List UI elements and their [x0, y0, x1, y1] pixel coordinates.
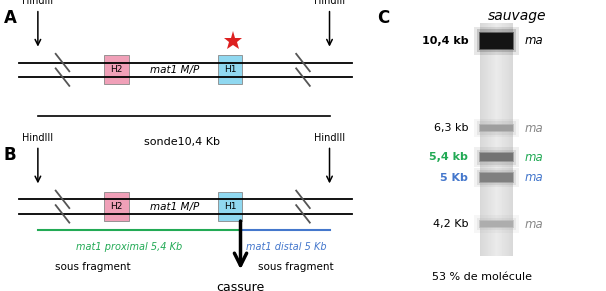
Bar	[480, 33, 513, 49]
Bar	[474, 215, 519, 233]
Bar	[480, 153, 513, 161]
Text: C: C	[378, 9, 390, 27]
Bar	[480, 173, 513, 182]
Bar	[476, 121, 516, 135]
Text: mat1 distal 5 Kb: mat1 distal 5 Kb	[245, 242, 326, 251]
Text: HindIII: HindIII	[314, 0, 345, 6]
Bar	[476, 150, 516, 165]
Text: HindIII: HindIII	[314, 133, 345, 143]
Bar	[104, 55, 129, 84]
Text: mat1 M/P: mat1 M/P	[150, 202, 199, 212]
Text: 5,4 kb: 5,4 kb	[430, 152, 468, 162]
Text: H1: H1	[224, 202, 236, 211]
Bar	[479, 172, 514, 183]
Text: H2: H2	[110, 65, 122, 74]
Bar	[218, 55, 242, 84]
Text: ma: ma	[524, 171, 543, 184]
Text: ma: ma	[524, 218, 543, 230]
Text: cassure: cassure	[216, 281, 265, 291]
Text: HindIII: HindIII	[22, 0, 53, 6]
Bar	[474, 27, 519, 55]
Bar	[218, 192, 242, 221]
Text: 6,3 kb: 6,3 kb	[434, 123, 468, 133]
Text: 53 % de molécule: 53 % de molécule	[432, 272, 532, 282]
Bar	[476, 29, 516, 52]
Text: sous fragment: sous fragment	[55, 262, 131, 272]
Text: mat1 M/P: mat1 M/P	[150, 65, 199, 75]
Bar	[104, 192, 129, 221]
Bar	[479, 152, 514, 162]
Text: sous fragment: sous fragment	[258, 262, 333, 272]
Bar	[479, 32, 514, 50]
Text: 5 Kb: 5 Kb	[441, 173, 468, 182]
Text: sauvage: sauvage	[488, 9, 547, 23]
Text: mat1 proximal 5,4 Kb: mat1 proximal 5,4 Kb	[76, 242, 182, 251]
Bar	[476, 170, 516, 185]
Bar	[474, 119, 519, 137]
Text: A: A	[4, 9, 16, 27]
Text: sonde10,4 Kb: sonde10,4 Kb	[144, 137, 220, 147]
Text: H2: H2	[110, 202, 122, 211]
Text: 10,4 kb: 10,4 kb	[422, 36, 468, 46]
Bar	[479, 220, 514, 228]
Bar	[480, 125, 513, 131]
Text: H1: H1	[224, 65, 236, 74]
Bar	[474, 168, 519, 187]
Text: 4,2 Kb: 4,2 Kb	[433, 219, 468, 229]
Bar	[479, 124, 514, 132]
Bar	[474, 147, 519, 167]
Text: B: B	[4, 146, 16, 164]
Text: ma: ma	[524, 151, 543, 164]
Text: ma: ma	[524, 122, 543, 134]
Bar	[480, 221, 513, 227]
Text: HindIII: HindIII	[22, 133, 53, 143]
Text: ma: ma	[524, 34, 543, 47]
Bar	[476, 218, 516, 230]
